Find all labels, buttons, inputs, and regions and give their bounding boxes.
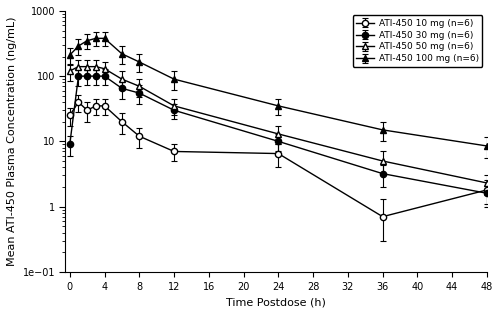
X-axis label: Time Postdose (h): Time Postdose (h) [226, 297, 326, 307]
Y-axis label: Mean ATI-450 Plasma Concentration (ng/mL): Mean ATI-450 Plasma Concentration (ng/mL… [7, 17, 17, 266]
Legend: ATI-450 10 mg (n=6), ATI-450 30 mg (n=6), ATI-450 50 mg (n=6), ATI-450 100 mg (n: ATI-450 10 mg (n=6), ATI-450 30 mg (n=6)… [352, 15, 482, 67]
